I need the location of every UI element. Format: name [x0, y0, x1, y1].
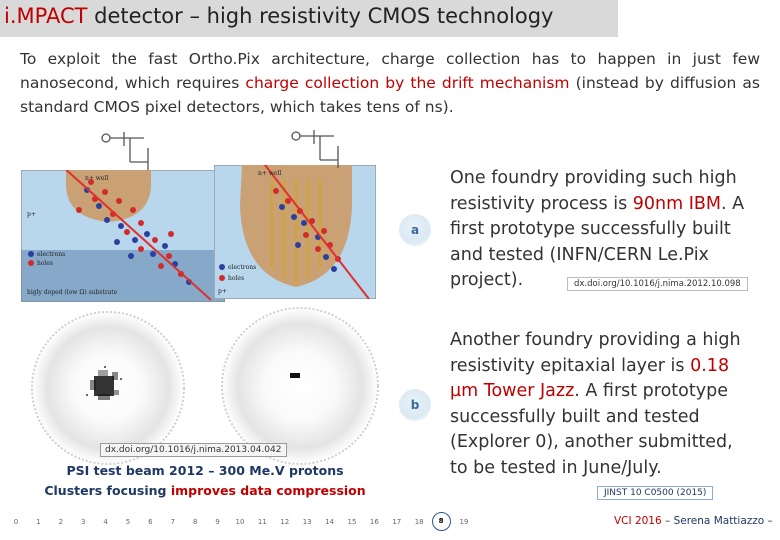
item-b-text: Another foundry providing a high resisti…: [450, 328, 755, 481]
item-a-text2: . A first prototype successfully built a…: [450, 193, 745, 291]
item-a-highlight: 90nm IBM: [632, 193, 722, 214]
item-a-text1: One foundry providing such high resistiv…: [450, 168, 737, 214]
intro-part2: (instead by diffusion as standard CMOS p…: [20, 74, 760, 116]
page-number-13[interactable]: 13: [302, 518, 312, 526]
psi-caption-line1: PSI test beam 2012 – 300 Me.V protons: [66, 463, 344, 478]
page-number-12[interactable]: 12: [280, 518, 290, 526]
drift-figure: n+ well electrons holes p+: [214, 165, 376, 299]
psi-caption-line2: Clusters focusing improves data compress…: [30, 483, 380, 498]
footer: VCI 2016 – Serena Mattiazzo –: [614, 515, 773, 527]
page-number-current[interactable]: 8: [431, 512, 451, 531]
footer-author: – Serena Mattiazzo –: [661, 515, 773, 527]
page-number-10[interactable]: 10: [235, 518, 245, 526]
title-accent: i.MPACT: [4, 4, 88, 28]
page-number-15[interactable]: 15: [347, 518, 357, 526]
cluster-image-diffusion: [28, 310, 192, 468]
intro-highlight: charge collection by the drift mechanism: [245, 74, 570, 92]
left-holes-label: holes: [37, 260, 53, 267]
title-rest: detector – high resistivity CMOS technol…: [87, 4, 554, 28]
item-a-badge: a: [399, 214, 431, 246]
item-b-text2: . A first prototype successfully built a…: [450, 381, 733, 478]
psi-caption-pre: Clusters focusing: [44, 483, 171, 498]
item-b-badge: b: [399, 389, 431, 421]
left-substrate-label: higly doped (low Ω) substrate: [27, 289, 118, 296]
page-number-14[interactable]: 14: [325, 518, 335, 526]
right-electrons-label: electrons: [228, 264, 256, 271]
psi-doi-reference[interactable]: dx.doi.org/10.1016/j.nima.2013.04.042: [100, 443, 287, 457]
right-nwell-label: n+ well: [258, 170, 281, 177]
item-b-highlight: 0.18 µm Tower Jazz: [450, 355, 730, 402]
item-b-jinst-reference[interactable]: JINST 10 C0500 (2015): [597, 486, 714, 500]
cluster-image-drift: [218, 306, 384, 468]
page-number-3[interactable]: 3: [80, 518, 86, 526]
item-b-text1: Another foundry providing a high resisti…: [450, 330, 741, 376]
intro-part1: To exploit the fast Ortho.Pix architectu…: [20, 50, 760, 92]
left-transistor-symbol: [100, 128, 160, 172]
page-number-5[interactable]: 5: [125, 518, 131, 526]
page-number-6[interactable]: 6: [148, 518, 153, 526]
item-a-text: One foundry providing such high resistiv…: [450, 166, 755, 294]
page-number-18[interactable]: 18: [414, 518, 424, 526]
page-number-7[interactable]: 7: [170, 518, 176, 526]
page-number-17[interactable]: 17: [392, 518, 402, 526]
page-number-9[interactable]: 9: [215, 518, 220, 526]
item-a-doi-reference[interactable]: dx.doi.org/10.1016/j.nima.2012.10.098: [567, 277, 748, 291]
page-number-11[interactable]: 11: [257, 518, 267, 526]
left-p-label: p+: [27, 211, 36, 218]
right-holes-label: holes: [228, 275, 244, 282]
psi-caption-highlight: improves data compression: [170, 483, 366, 498]
page-number-20[interactable]: 19: [459, 518, 469, 526]
page-number-16[interactable]: 16: [369, 518, 379, 526]
left-electrons-label: electrons: [37, 251, 65, 258]
page-number-2[interactable]: 2: [58, 518, 64, 526]
title-bar: [0, 0, 618, 37]
left-nwell-label: n+ well: [85, 175, 108, 182]
right-transistor-symbol: [290, 126, 350, 170]
page-number-0[interactable]: 0: [13, 518, 19, 526]
page-number-1[interactable]: 1: [36, 518, 41, 526]
page-number-4[interactable]: 4: [103, 518, 108, 526]
footer-event: VCI 2016: [614, 515, 662, 527]
diffusion-figure: n+ well p+ electrons holes higly doped (…: [21, 170, 225, 302]
page-number-8[interactable]: 8: [192, 518, 198, 526]
slide-title: i.MPACT detector – high resistivity CMOS…: [4, 4, 554, 28]
right-p-label: p+: [218, 288, 227, 295]
intro-paragraph: To exploit the fast Ortho.Pix architectu…: [20, 47, 760, 119]
